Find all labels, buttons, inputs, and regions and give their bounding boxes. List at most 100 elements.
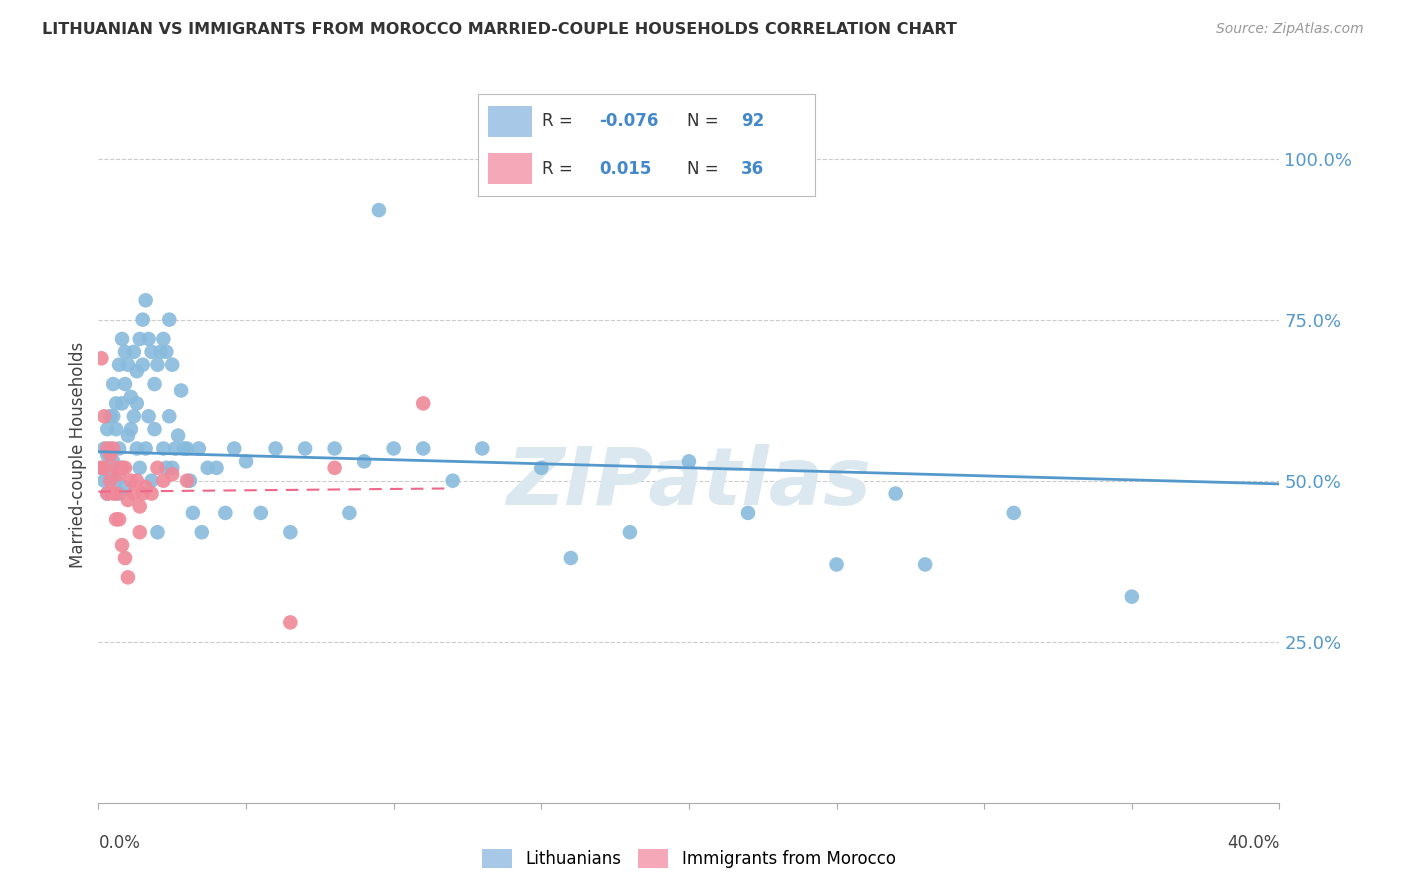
Point (114, 460, 136, 475)
Point (132, 358, 155, 372)
Point (90, 460, 112, 475)
Point (187, 442, 209, 456)
Point (103, 486, 125, 500)
Point (128, 500, 150, 514)
Point (108, 512, 131, 526)
Point (143, 377, 166, 392)
Point (105, 486, 128, 500)
Point (117, 428, 139, 442)
Bar (488, 153, 531, 184)
Text: 36: 36 (741, 160, 765, 178)
Point (125, 396, 148, 410)
Point (152, 332, 174, 346)
Text: R =: R = (543, 112, 578, 130)
Point (96, 422, 118, 436)
Point (167, 428, 190, 442)
Point (141, 474, 163, 488)
Point (132, 486, 155, 500)
Point (471, 442, 494, 456)
Point (98, 474, 121, 488)
Point (1121, 590, 1143, 604)
Point (179, 474, 201, 488)
Point (111, 396, 134, 410)
Point (737, 506, 759, 520)
Point (117, 493, 139, 508)
Point (339, 506, 360, 520)
Point (678, 454, 700, 468)
Point (93, 442, 115, 456)
Point (103, 409, 125, 424)
Point (173, 442, 195, 456)
Point (114, 551, 136, 566)
Point (103, 454, 125, 468)
Point (132, 312, 155, 326)
Text: 0.015: 0.015 (599, 160, 652, 178)
Text: N =: N = (688, 112, 724, 130)
Point (560, 551, 582, 566)
Point (105, 460, 128, 475)
Point (120, 422, 142, 436)
Point (135, 480, 157, 494)
Point (323, 460, 346, 475)
Point (205, 460, 228, 475)
Y-axis label: Married-couple Households: Married-couple Households (69, 342, 87, 568)
Point (149, 344, 172, 359)
Point (111, 460, 134, 475)
Point (98, 442, 121, 456)
Point (108, 486, 131, 500)
Point (93, 409, 115, 424)
Point (105, 422, 128, 436)
Point (152, 474, 174, 488)
Point (191, 525, 214, 540)
Point (96, 486, 118, 500)
Point (250, 506, 273, 520)
Point (323, 442, 346, 456)
Point (224, 442, 246, 456)
Point (98, 409, 121, 424)
Point (146, 460, 169, 475)
Point (181, 506, 204, 520)
Point (114, 480, 136, 494)
Point (441, 474, 464, 488)
Point (108, 442, 131, 456)
Point (146, 525, 169, 540)
Point (122, 486, 145, 500)
Point (128, 332, 150, 346)
Point (117, 570, 139, 584)
Point (619, 525, 641, 540)
Point (138, 332, 160, 346)
Text: 0.0%: 0.0% (98, 834, 141, 852)
Point (138, 409, 160, 424)
Point (162, 467, 183, 482)
Point (368, 203, 391, 218)
Point (103, 377, 125, 392)
Point (197, 460, 219, 475)
Point (135, 293, 157, 308)
Point (170, 384, 193, 398)
Text: ZIPatlas: ZIPatlas (506, 443, 872, 522)
Text: LITHUANIAN VS IMMIGRANTS FROM MOROCCO MARRIED-COUPLE HOUSEHOLDS CORRELATION CHAR: LITHUANIAN VS IMMIGRANTS FROM MOROCCO MA… (42, 22, 957, 37)
Point (157, 312, 180, 326)
Point (264, 442, 287, 456)
Point (412, 396, 434, 410)
Text: R =: R = (543, 160, 578, 178)
Text: -0.076: -0.076 (599, 112, 659, 130)
Point (111, 460, 134, 475)
Point (146, 358, 169, 372)
Point (105, 396, 128, 410)
Point (1002, 506, 1025, 520)
Point (125, 474, 148, 488)
Point (141, 344, 163, 359)
Point (165, 442, 187, 456)
Point (382, 442, 405, 456)
Point (914, 558, 936, 572)
Point (176, 474, 198, 488)
Point (111, 538, 134, 552)
Point (111, 332, 134, 346)
Point (90, 351, 112, 366)
Point (103, 442, 125, 456)
Point (125, 442, 148, 456)
Legend: Lithuanians, Immigrants from Morocco: Lithuanians, Immigrants from Morocco (475, 842, 903, 874)
Point (162, 358, 183, 372)
Point (105, 474, 128, 488)
